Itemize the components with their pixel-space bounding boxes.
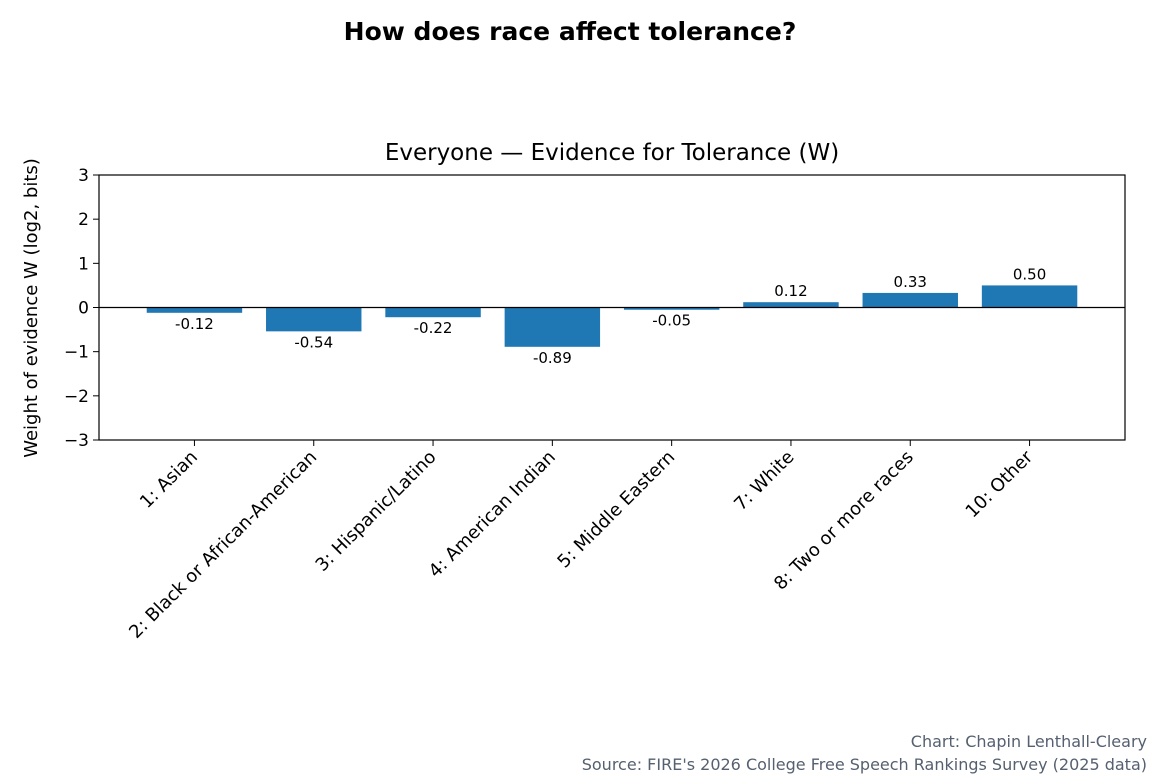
data-label: -0.22 (414, 319, 453, 337)
data-label: -0.12 (175, 315, 214, 333)
bar (385, 307, 481, 318)
chart-title: Everyone — Evidence for Tolerance (W) (385, 140, 839, 166)
x-tick-label: 1: Asian (136, 447, 202, 513)
bar (743, 302, 839, 308)
bar (266, 307, 362, 332)
data-label: -0.89 (533, 349, 572, 367)
chart-credit: Chart: Chapin Lenthall-Cleary (910, 732, 1147, 751)
bar (981, 285, 1078, 308)
data-label: 0.33 (894, 273, 927, 291)
x-tick-label: 3: Hispanic/Latino (312, 447, 441, 576)
y-tick-label: 0 (78, 299, 89, 319)
y-tick-label: −1 (64, 343, 89, 363)
axes-frame (98, 174, 1126, 441)
y-tick-label: −2 (64, 387, 89, 407)
data-label: 0.12 (774, 282, 807, 300)
y-tick-label: −3 (64, 431, 89, 451)
x-tick-label: 5: Middle Eastern (553, 447, 679, 573)
chart-suptitle: How does race affect tolerance? (344, 17, 797, 46)
y-tick-label: 1 (78, 254, 89, 274)
bar (504, 307, 601, 347)
x-tick-label: 2: Black or African-American (125, 447, 321, 643)
data-label: 0.50 (1013, 265, 1046, 283)
x-tick-label: 10: Other (962, 446, 1038, 522)
chart-source: Source: FIRE's 2026 College Free Speech … (581, 755, 1147, 774)
y-tick-label: 2 (78, 210, 89, 230)
y-axis-label: Weight of evidence W (log2, bits) (21, 158, 42, 458)
bar (146, 307, 243, 313)
bar (623, 307, 720, 310)
y-tick-label: 3 (78, 166, 89, 186)
bar (862, 292, 958, 308)
data-label: -0.54 (294, 333, 333, 351)
x-tick-label: 7: White (730, 447, 798, 515)
x-tick-label: 8: Two or more races (770, 447, 918, 595)
x-tick-label: 4: American Indian (425, 447, 560, 582)
data-label: -0.05 (652, 312, 691, 330)
